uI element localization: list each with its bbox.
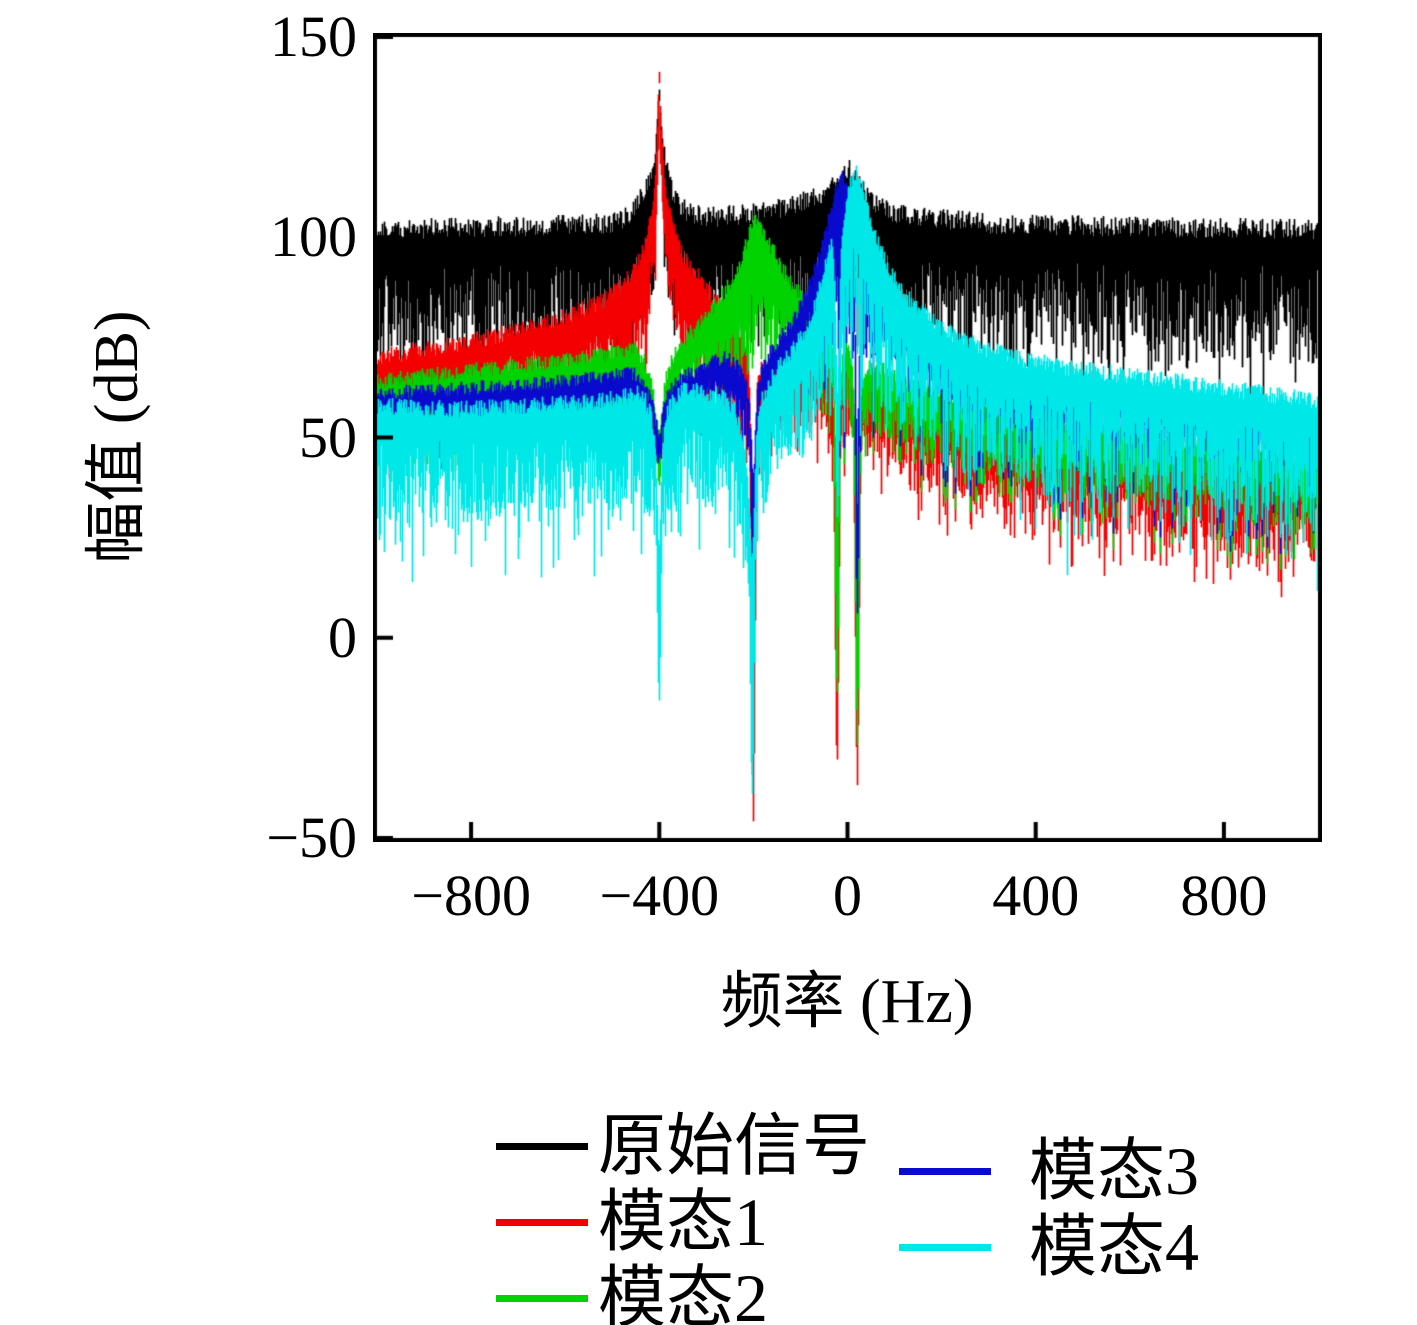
legend-line-sample (496, 1294, 588, 1302)
legend-item: 模态3 (899, 1133, 1199, 1209)
y-tick-label: 100 (270, 204, 357, 270)
y-axis-title: 幅值 (dB) (83, 310, 151, 564)
x-axis-title: 频率 (Hz) (720, 968, 974, 1036)
legend-item: 模态2 (496, 1260, 870, 1325)
legend-column: 原始信号 模态1 模态2 (496, 1108, 870, 1325)
x-tick-label: 0 (833, 863, 862, 928)
legend-line-sample (496, 1142, 588, 1150)
legend-line-sample (899, 1243, 991, 1251)
legend-line-sample (496, 1218, 588, 1226)
y-tick-label: −50 (266, 805, 357, 870)
legend-item: 原始信号 (496, 1108, 870, 1184)
legend-line-sample (899, 1167, 991, 1175)
legend-label: 模态4 (1029, 1209, 1200, 1285)
plot-canvas (373, 33, 1322, 842)
x-tick-label: 800 (1180, 863, 1268, 928)
y-tick-label: 0 (328, 604, 357, 670)
x-tick-label: 400 (992, 863, 1080, 928)
legend-item: 模态1 (496, 1184, 870, 1260)
legend-label: 模态1 (598, 1184, 769, 1260)
x-tick-label: −400 (599, 863, 720, 928)
legend-item: 模态4 (899, 1209, 1199, 1285)
legend-label: 模态3 (1029, 1133, 1200, 1209)
legend-label: 模态2 (598, 1260, 769, 1325)
legend-column: 模态3 模态4 (899, 1133, 1199, 1285)
x-tick-label: −800 (411, 863, 531, 928)
legend-label: 原始信号 (598, 1108, 871, 1184)
y-tick-label: 150 (270, 4, 357, 69)
y-tick-label: 50 (299, 404, 357, 470)
